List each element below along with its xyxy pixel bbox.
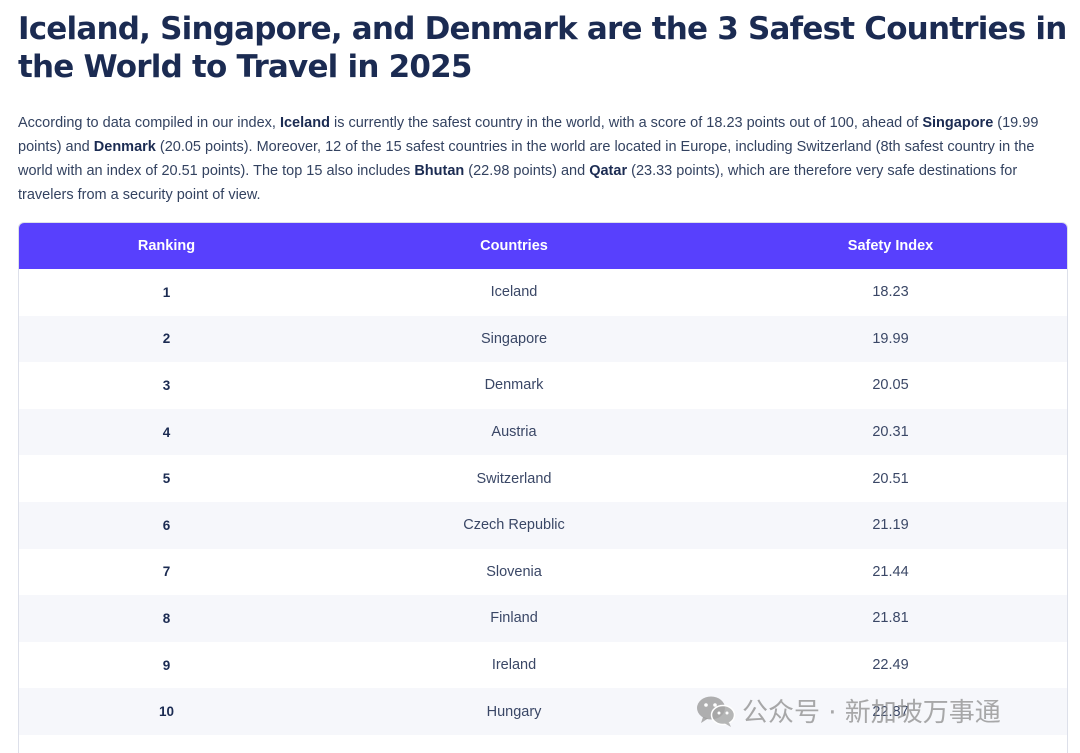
- country-cell: Czech Republic: [314, 501, 714, 549]
- intro-highlight-qatar: Qatar: [589, 163, 628, 179]
- safety-index-cell: 18.23: [714, 269, 1067, 316]
- intro-highlight-bhutan: Bhutan: [414, 163, 465, 179]
- table-header-row: Ranking Countries Safety Index: [19, 223, 1067, 269]
- table-row: 8 Finland 21.81: [19, 595, 1067, 642]
- intro-paragraph: According to data compiled in our index,…: [18, 111, 1058, 207]
- intro-highlight-denmark: Denmark: [93, 139, 156, 155]
- safety-index-cell: 20.51: [714, 455, 1067, 502]
- table-row: 10 Hungary 22.87: [19, 688, 1067, 735]
- country-cell: Switzerland: [314, 455, 714, 502]
- safety-index-cell: 21.81: [714, 595, 1067, 642]
- intro-highlight-iceland: Iceland: [279, 115, 330, 131]
- safety-index-table: Ranking Countries Safety Index 1 Iceland…: [18, 222, 1068, 753]
- table-row: 3 Denmark 20.05: [19, 362, 1067, 409]
- rank-cell: 2: [19, 315, 314, 363]
- safety-index-cell: 19.99: [714, 315, 1067, 363]
- table-row: [19, 734, 1067, 753]
- column-header-ranking: Ranking: [19, 223, 314, 269]
- table-row: 7 Slovenia 21.44: [19, 548, 1067, 596]
- intro-highlight-singapore: Singapore: [922, 115, 994, 131]
- rank-cell: 7: [19, 548, 314, 596]
- wechat-icon: [696, 694, 736, 728]
- intro-text: (23.33 points), which are therefore very…: [18, 163, 1018, 203]
- watermark-text: 公众号 · 新加坡万事通: [742, 698, 1001, 728]
- table-row: 2 Singapore 19.99: [19, 315, 1067, 363]
- country-cell: Denmark: [314, 362, 714, 409]
- rank-cell: 4: [19, 408, 314, 456]
- country-cell: Singapore: [314, 315, 714, 363]
- intro-text: According to data compiled in our index,: [18, 115, 280, 131]
- country-cell: Slovenia: [314, 548, 714, 596]
- watermark: 公众号 · 新加坡万事通: [696, 692, 1001, 729]
- country-cell: Finland: [314, 595, 714, 642]
- page-title: Iceland, Singapore, and Denmark are the …: [18, 11, 1067, 85]
- rank-cell: 3: [19, 362, 314, 409]
- country-cell: Austria: [314, 408, 714, 456]
- country-cell: Hungary: [314, 688, 714, 735]
- country-cell: [314, 734, 714, 753]
- rank-cell: [19, 734, 314, 753]
- intro-text: (20.05 points). Moreover, 12 of the 15 s…: [18, 139, 1035, 179]
- column-header-safety-index: Safety Index: [714, 223, 1067, 269]
- country-cell: Ireland: [314, 641, 714, 689]
- safety-index-cell: [714, 734, 1067, 753]
- safety-index-cell: 20.31: [714, 408, 1067, 456]
- table-row: 5 Switzerland 20.51: [19, 455, 1067, 502]
- intro-text: (19.99 points) and: [18, 115, 1039, 155]
- intro-text: is currently the safest country in the w…: [329, 115, 923, 131]
- safety-index-cell: 22.87: [714, 688, 1067, 735]
- country-cell: Iceland: [314, 269, 714, 316]
- rank-cell: 9: [19, 641, 314, 689]
- safety-index-cell: 21.44: [714, 548, 1067, 596]
- safety-index-cell: 22.49: [714, 641, 1067, 689]
- table-row: 9 Ireland 22.49: [19, 641, 1067, 689]
- table-row: 4 Austria 20.31: [19, 408, 1067, 456]
- table-row: 1 Iceland 18.23: [19, 269, 1067, 316]
- rank-cell: 8: [19, 595, 314, 642]
- column-header-countries: Countries: [314, 223, 714, 269]
- table-row: 6 Czech Republic 21.19: [19, 501, 1067, 549]
- rank-cell: 6: [19, 501, 314, 549]
- rank-cell: 10: [19, 688, 314, 735]
- safety-index-cell: 20.05: [714, 362, 1067, 409]
- safety-index-cell: 21.19: [714, 501, 1067, 549]
- rank-cell: 5: [19, 455, 314, 502]
- intro-text: (22.98 points) and: [464, 163, 590, 179]
- rank-cell: 1: [19, 269, 314, 316]
